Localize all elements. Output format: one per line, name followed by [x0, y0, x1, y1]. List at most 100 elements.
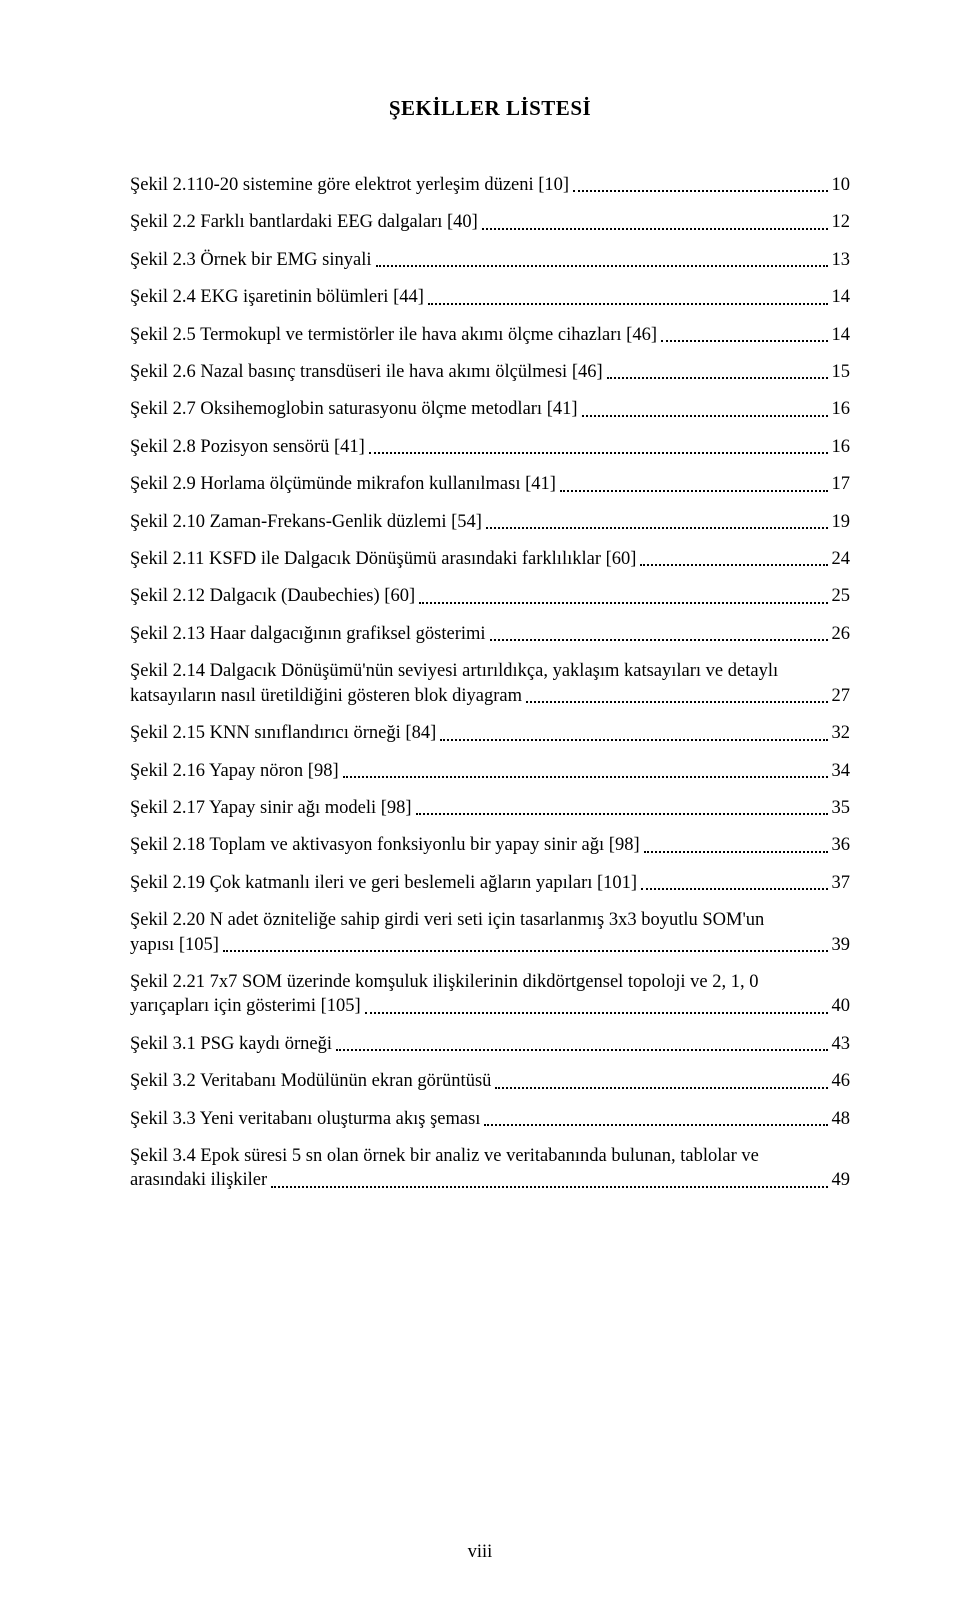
toc-entry: Şekil 2.15 KNN sınıflandırıcı örneği [84…: [130, 721, 850, 745]
toc-entry-page: 19: [832, 510, 851, 534]
toc-entry: Şekil 2.14 Dalgacık Dönüşümü'nün seviyes…: [130, 659, 850, 708]
toc-entry-label: Şekil 2.19 Çok katmanlı ileri ve geri be…: [130, 871, 637, 895]
toc-leader: [641, 888, 827, 890]
toc-entry: Şekil 2.18 Toplam ve aktivasyon fonksiyo…: [130, 833, 850, 857]
toc-entry-label: Şekil 3.3 Yeni veritabanı oluşturma akış…: [130, 1107, 480, 1131]
toc-entry-label-tail: yapısı [105]: [130, 933, 219, 957]
toc-leader: [495, 1087, 827, 1089]
toc-leader: [336, 1049, 828, 1051]
toc-leader: [484, 1124, 827, 1126]
toc-entry-page: 15: [832, 360, 851, 384]
toc-leader: [482, 228, 828, 230]
toc-entry-page: 13: [832, 248, 851, 272]
page-number-footer: viii: [0, 1542, 960, 1563]
toc-leader: [582, 415, 828, 417]
toc-entry: Şekil 3.4 Epok süresi 5 sn olan örnek bi…: [130, 1144, 850, 1193]
page-title: ŞEKİLLER LİSTESİ: [130, 96, 850, 121]
toc-leader: [416, 813, 828, 815]
toc-entry: Şekil 2.16 Yapay nöron [98] 34: [130, 759, 850, 783]
toc-entry-tail-row: yapısı [105] 39: [130, 933, 850, 957]
toc-leader: [365, 1012, 828, 1014]
toc-leader: [428, 303, 828, 305]
toc-entry-label: Şekil 2.2 Farklı bantlardaki EEG dalgala…: [130, 210, 478, 234]
toc-entry-label: Şekil 2.15 KNN sınıflandırıcı örneği [84…: [130, 721, 436, 745]
page-container: ŞEKİLLER LİSTESİ Şekil 2.110-20 sistemin…: [0, 0, 960, 1609]
toc-entry-label: Şekil 2.12 Dalgacık (Daubechies) [60]: [130, 584, 415, 608]
toc-entry-label: Şekil 2.11 KSFD ile Dalgacık Dönüşümü ar…: [130, 547, 636, 571]
toc-entry: Şekil 2.17 Yapay sinir ağı modeli [98] 35: [130, 796, 850, 820]
toc-leader: [640, 564, 827, 566]
toc-entry-label: Şekil 2.3 Örnek bir EMG sinyali: [130, 248, 372, 272]
toc-entry-label: Şekil 2.110-20 sistemine göre elektrot y…: [130, 173, 569, 197]
toc-leader: [607, 377, 828, 379]
toc-entry-label-tail: katsayıların nasıl üretildiğini gösteren…: [130, 684, 522, 708]
toc-entry-label: Şekil 2.18 Toplam ve aktivasyon fonksiyo…: [130, 833, 640, 857]
toc-entry-label: Şekil 2.13 Haar dalgacığının grafiksel g…: [130, 622, 486, 646]
toc-entry: Şekil 2.19 Çok katmanlı ileri ve geri be…: [130, 871, 850, 895]
toc-entry-page: 36: [832, 833, 851, 857]
toc-entry-label: Şekil 2.9 Horlama ölçümünde mikrafon kul…: [130, 472, 556, 496]
toc-entry-label-tail: arasındaki ilişkiler: [130, 1168, 267, 1192]
toc-entry-page: 40: [832, 994, 851, 1018]
toc-entry: Şekil 2.110-20 sistemine göre elektrot y…: [130, 173, 850, 197]
toc-entry: Şekil 3.3 Yeni veritabanı oluşturma akış…: [130, 1107, 850, 1131]
toc-leader: [490, 639, 828, 641]
toc-entry-page: 35: [832, 796, 851, 820]
toc-entry: Şekil 2.9 Horlama ölçümünde mikrafon kul…: [130, 472, 850, 496]
toc-leader: [440, 739, 827, 741]
toc-entry-label: Şekil 2.4 EKG işaretinin bölümleri [44]: [130, 285, 424, 309]
toc-entry: Şekil 2.5 Termokupl ve termistörler ile …: [130, 323, 850, 347]
toc-entry-label-tail: yarıçapları için gösterimi [105]: [130, 994, 361, 1018]
toc-entry-label-head: Şekil 2.21 7x7 SOM üzerinde komşuluk ili…: [130, 970, 850, 994]
toc-entry-page: 17: [832, 472, 851, 496]
toc-leader: [644, 851, 828, 853]
toc-leader: [661, 340, 828, 342]
toc-entry: Şekil 2.21 7x7 SOM üzerinde komşuluk ili…: [130, 970, 850, 1019]
toc-entry-page: 25: [832, 584, 851, 608]
toc-leader: [369, 452, 828, 454]
toc-entry-label: Şekil 2.6 Nazal basınç transdüseri ile h…: [130, 360, 603, 384]
toc-entry: Şekil 2.2 Farklı bantlardaki EEG dalgala…: [130, 210, 850, 234]
toc-entry-label-head: Şekil 2.14 Dalgacık Dönüşümü'nün seviyes…: [130, 659, 850, 683]
toc-entry: Şekil 3.2 Veritabanı Modülünün ekran gör…: [130, 1069, 850, 1093]
toc-entry-label-head: Şekil 2.20 N adet özniteliğe sahip girdi…: [130, 908, 850, 932]
toc-leader: [573, 190, 827, 192]
toc-entry-page: 14: [832, 323, 851, 347]
toc-entry: Şekil 2.3 Örnek bir EMG sinyali 13: [130, 248, 850, 272]
toc-leader: [419, 602, 827, 604]
toc-entry-page: 14: [832, 285, 851, 309]
toc-entry-label: Şekil 2.16 Yapay nöron [98]: [130, 759, 339, 783]
toc-entry: Şekil 2.8 Pozisyon sensörü [41] 16: [130, 435, 850, 459]
toc-entry: Şekil 3.1 PSG kaydı örneği43: [130, 1032, 850, 1056]
toc-entry-tail-row: arasındaki ilişkiler49: [130, 1168, 850, 1192]
toc-leader: [560, 490, 828, 492]
toc-entry-label: Şekil 3.2 Veritabanı Modülünün ekran gör…: [130, 1069, 491, 1093]
toc-entry-page: 34: [832, 759, 851, 783]
toc-entry-page: 24: [832, 547, 851, 571]
toc-entry-page: 26: [832, 622, 851, 646]
toc-entry-label: Şekil 2.8 Pozisyon sensörü [41]: [130, 435, 365, 459]
toc-leader: [486, 527, 828, 529]
toc-entry: Şekil 2.12 Dalgacık (Daubechies) [60] 25: [130, 584, 850, 608]
toc-entry-page: 32: [832, 721, 851, 745]
toc-leader: [223, 950, 828, 952]
toc-leader: [526, 701, 827, 703]
toc-entry-label: Şekil 2.10 Zaman-Frekans-Genlik düzlemi …: [130, 510, 482, 534]
toc-entry-page: 16: [832, 435, 851, 459]
toc-entry-page: 12: [832, 210, 851, 234]
toc-entry-label: Şekil 2.17 Yapay sinir ağı modeli [98]: [130, 796, 412, 820]
toc-entry-label: Şekil 2.5 Termokupl ve termistörler ile …: [130, 323, 657, 347]
toc-entry: Şekil 2.13 Haar dalgacığının grafiksel g…: [130, 622, 850, 646]
toc-entry-label-head: Şekil 3.4 Epok süresi 5 sn olan örnek bi…: [130, 1144, 850, 1168]
toc-entry: Şekil 2.4 EKG işaretinin bölümleri [44] 1…: [130, 285, 850, 309]
toc-entry-label: Şekil 2.7 Oksihemoglobin saturasyonu ölç…: [130, 397, 578, 421]
toc-entry-label: Şekil 3.1 PSG kaydı örneği: [130, 1032, 332, 1056]
toc-entry-tail-row: yarıçapları için gösterimi [105] 40: [130, 994, 850, 1018]
toc-leader: [343, 776, 828, 778]
toc-leader: [376, 265, 828, 267]
toc-entry-page: 10: [832, 173, 851, 197]
toc-entry-page: 46: [832, 1069, 851, 1093]
toc-entry-page: 39: [832, 933, 851, 957]
toc-entry-page: 37: [832, 871, 851, 895]
toc-entry-page: 27: [832, 684, 851, 708]
